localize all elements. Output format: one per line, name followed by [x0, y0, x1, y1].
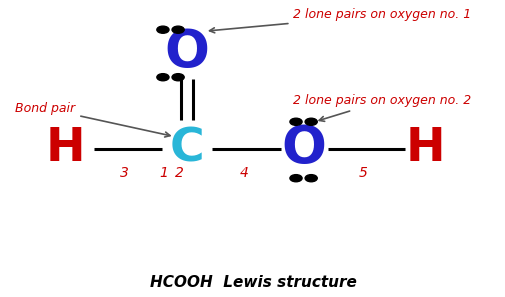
Circle shape: [305, 118, 317, 125]
Text: HCOOH  Lewis structure: HCOOH Lewis structure: [149, 275, 356, 290]
Circle shape: [289, 118, 301, 125]
Text: 5: 5: [358, 166, 367, 180]
Text: 1: 1: [159, 166, 168, 180]
Circle shape: [157, 26, 169, 33]
Text: 2 lone pairs on oxygen no. 2: 2 lone pairs on oxygen no. 2: [293, 94, 471, 121]
Text: Bond pair: Bond pair: [15, 102, 170, 137]
Text: 2 lone pairs on oxygen no. 1: 2 lone pairs on oxygen no. 1: [209, 8, 471, 33]
Text: 2: 2: [175, 166, 184, 180]
Circle shape: [157, 74, 169, 81]
Circle shape: [172, 74, 184, 81]
Text: H: H: [405, 126, 444, 171]
Text: 4: 4: [239, 166, 248, 180]
Text: C: C: [170, 126, 204, 171]
Circle shape: [172, 26, 184, 33]
Text: H: H: [46, 126, 85, 171]
Text: 3: 3: [119, 166, 128, 180]
Text: O: O: [165, 27, 209, 80]
Text: O: O: [281, 122, 325, 175]
Circle shape: [305, 175, 317, 182]
Circle shape: [289, 175, 301, 182]
